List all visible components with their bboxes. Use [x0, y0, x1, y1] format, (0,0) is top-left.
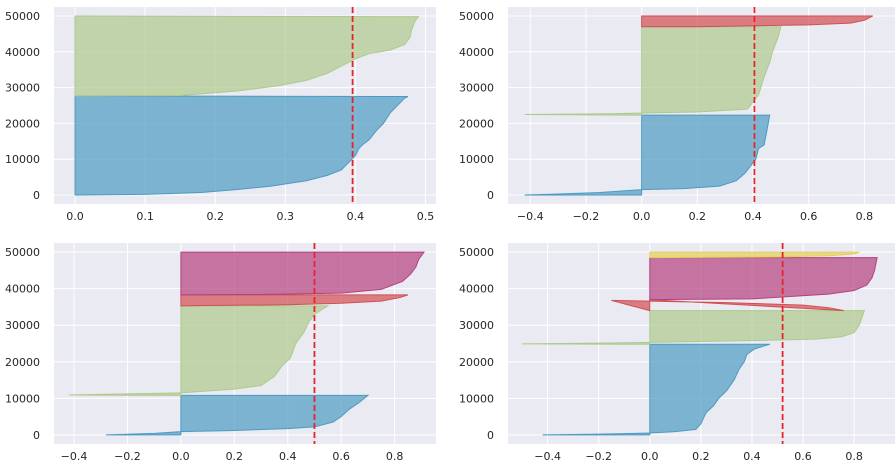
- x-tick-label: −0.4: [517, 210, 544, 223]
- y-tick-label: 20000: [459, 356, 494, 369]
- x-tick-label: 0.0: [66, 210, 84, 223]
- x-tick-label: 0.0: [172, 450, 190, 463]
- subplot-3: −0.4 −0.2 0.0 0.2 0.4 0.6 0.8 0 10000 20000 30000 4…: [5, 243, 436, 463]
- subplot-4: −0.4 −0.2 0.0 0.2 0.4 0.6 0.8 0 10000 20000 30000 4…: [459, 243, 895, 463]
- silhouette-cluster-1: [524, 26, 782, 116]
- x-tick-label: 0.4: [744, 210, 762, 223]
- y-tick-label: 50000: [5, 10, 40, 23]
- y-tick-label: 20000: [459, 117, 494, 130]
- y-tick-label: 50000: [459, 246, 494, 259]
- x-tick-label: 0.2: [206, 210, 224, 223]
- y-tick-label: 30000: [459, 319, 494, 332]
- y-tick-label: 40000: [459, 46, 494, 59]
- y-tick-label: 10000: [5, 392, 40, 405]
- y-tick-label: 0: [33, 429, 40, 442]
- silhouette-cluster-0: [542, 343, 770, 436]
- y-tick-label: 10000: [459, 153, 494, 166]
- silhouette-cluster-1: [74, 15, 420, 97]
- y-tick-label: 20000: [5, 356, 40, 369]
- x-tick-label: 0.0: [641, 450, 659, 463]
- x-tick-label: 0.0: [633, 210, 651, 223]
- y-tick-label: 20000: [5, 117, 40, 130]
- y-tick-label: 0: [33, 189, 40, 202]
- y-tick-label: 40000: [459, 283, 494, 296]
- y-tick-label: 50000: [459, 10, 494, 23]
- y-tick-label: 50000: [5, 246, 40, 259]
- x-tick-label: 0.6: [794, 450, 812, 463]
- silhouette-cluster-0: [106, 394, 370, 436]
- x-tick-label: 0.5: [417, 210, 435, 223]
- silhouette-cluster-1: [522, 310, 866, 345]
- y-tick-label: 40000: [5, 283, 40, 296]
- y-tick-label: 0: [487, 429, 494, 442]
- x-tick-label: 0.2: [692, 450, 710, 463]
- silhouette-cluster-2: [611, 299, 845, 312]
- y-tick-label: 0: [487, 189, 494, 202]
- x-tick-label: 0.1: [136, 210, 154, 223]
- y-tick-label: 30000: [459, 82, 494, 95]
- y-tick-label: 30000: [5, 82, 40, 95]
- x-tick-label: −0.2: [573, 210, 600, 223]
- x-tick-label: 0.4: [743, 450, 761, 463]
- silhouette-cluster-0: [74, 95, 409, 196]
- y-tick-label: 40000: [5, 46, 40, 59]
- x-tick-label: 0.8: [856, 210, 874, 223]
- x-tick-label: 0.3: [277, 210, 295, 223]
- x-tick-label: 0.8: [845, 450, 863, 463]
- x-tick-label: −0.4: [534, 450, 561, 463]
- subplot-1: 0.0 0.1 0.2 0.3 0.4 0.5 0 10000 20000 30000 40000 5…: [5, 7, 436, 223]
- y-tick-label: 10000: [459, 392, 494, 405]
- x-tick-label: 0.2: [226, 450, 244, 463]
- y-tick-label: 30000: [5, 319, 40, 332]
- x-tick-label: 0.4: [347, 210, 365, 223]
- silhouette-cluster-2: [641, 15, 873, 28]
- x-tick-label: −0.2: [114, 450, 141, 463]
- silhouette-cluster-1: [68, 305, 330, 396]
- x-tick-label: 0.2: [689, 210, 707, 223]
- x-tick-label: −0.2: [585, 450, 612, 463]
- silhouette-cluster-0: [524, 114, 771, 196]
- x-tick-label: 0.8: [386, 450, 404, 463]
- y-tick-label: 10000: [5, 153, 40, 166]
- x-tick-label: 0.6: [800, 210, 818, 223]
- silhouette-cluster-4: [649, 251, 860, 259]
- x-tick-label: 0.4: [279, 450, 297, 463]
- subplot-2: −0.4 −0.2 0.0 0.2 0.4 0.6 0.8 0 10000 20000 30000 4…: [459, 7, 895, 223]
- x-tick-label: −0.4: [61, 450, 88, 463]
- silhouette-cluster-3: [649, 257, 878, 301]
- x-tick-label: 0.6: [332, 450, 350, 463]
